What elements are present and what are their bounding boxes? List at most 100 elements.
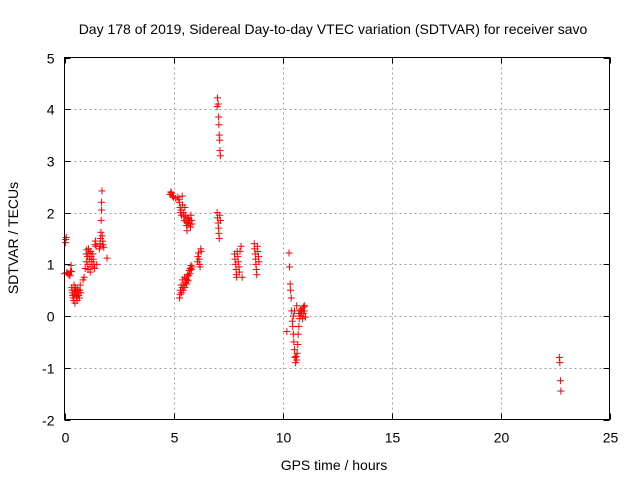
data-point [195, 255, 203, 263]
data-point [216, 211, 224, 219]
chart-title: Day 178 of 2019, Sidereal Day-to-day VTE… [79, 21, 588, 37]
data-point [557, 387, 565, 395]
data-point [216, 216, 224, 224]
data-point [180, 213, 188, 221]
data-point [255, 258, 263, 266]
y-tick-label: 5 [47, 51, 55, 67]
data-point [214, 94, 222, 102]
data-point [301, 302, 309, 310]
y-tick-label: -2 [42, 413, 55, 429]
data-point [66, 272, 74, 280]
data-point [197, 247, 205, 255]
y-tick-label: 3 [47, 154, 55, 170]
data-point [285, 249, 293, 257]
data-point [301, 313, 309, 321]
data-points [61, 94, 565, 395]
data-point [294, 341, 302, 349]
x-tick-label: 20 [494, 430, 510, 446]
data-point [293, 302, 301, 310]
data-point [62, 233, 70, 241]
data-point [556, 359, 564, 367]
data-point [76, 281, 84, 289]
data-point [287, 294, 295, 302]
x-axis-label: GPS time / hours [281, 457, 388, 473]
y-axis-label: SDTVAR / TECUs [5, 182, 21, 294]
data-point [97, 216, 105, 224]
y-tick-label: 1 [47, 257, 55, 273]
data-point [299, 315, 307, 323]
plot-frame [64, 57, 610, 420]
data-point [188, 263, 196, 271]
data-point [215, 235, 223, 242]
data-point [196, 263, 204, 271]
data-point [183, 227, 191, 235]
y-tick-label: 0 [47, 309, 55, 325]
data-point [103, 254, 111, 262]
y-tick-label: 2 [47, 206, 55, 222]
data-point [67, 261, 75, 269]
data-point [254, 247, 262, 255]
data-point [184, 277, 192, 285]
data-point [293, 349, 301, 357]
x-tick-label: 0 [62, 430, 70, 446]
data-point [98, 206, 106, 214]
data-point [67, 268, 75, 276]
data-point [289, 322, 297, 330]
x-tick-label: 15 [385, 430, 401, 446]
data-point [181, 284, 189, 292]
axis-ticks [64, 57, 611, 421]
data-point [97, 228, 105, 236]
data-point [75, 294, 83, 302]
data-point [187, 223, 195, 231]
data-point [167, 189, 175, 197]
data-point [77, 289, 85, 297]
data-point [294, 330, 302, 338]
data-point [215, 121, 223, 129]
data-point [81, 264, 89, 272]
data-point [181, 203, 189, 211]
tick-labels: 0 5 10 15 20 25 -2 -1 0 1 2 3 4 5 [42, 51, 618, 446]
data-point [293, 356, 301, 364]
data-point [287, 286, 295, 294]
data-point [183, 276, 191, 284]
grid-lines [64, 57, 610, 420]
data-point [290, 346, 298, 354]
data-point [290, 307, 298, 315]
data-point [216, 152, 224, 160]
data-point [238, 273, 246, 281]
data-point [91, 237, 99, 245]
data-point [285, 263, 293, 271]
data-point [290, 338, 298, 346]
data-point [235, 268, 243, 276]
data-point [188, 220, 196, 228]
x-tick-label: 25 [603, 430, 619, 446]
data-point [214, 100, 222, 108]
data-point [100, 243, 108, 251]
data-point [556, 377, 564, 385]
data-point [300, 303, 308, 311]
data-point [98, 187, 106, 195]
data-point [93, 260, 101, 268]
data-point [85, 249, 93, 257]
data-point [216, 136, 224, 144]
data-point [178, 192, 186, 200]
data-point [80, 273, 88, 281]
data-point [253, 271, 261, 279]
data-point [89, 255, 97, 263]
data-point [98, 198, 106, 206]
data-point [295, 309, 303, 317]
data-point [237, 242, 245, 250]
data-point [186, 264, 194, 272]
y-tick-label: 4 [47, 102, 55, 118]
data-point [286, 280, 294, 288]
data-point [91, 264, 99, 272]
data-point [187, 216, 195, 224]
y-tick-label: -1 [42, 361, 55, 377]
x-tick-label: 5 [171, 430, 179, 446]
data-point [234, 258, 242, 266]
data-point [236, 247, 244, 255]
data-point [86, 268, 94, 276]
data-point [295, 322, 303, 330]
data-point [289, 312, 297, 320]
